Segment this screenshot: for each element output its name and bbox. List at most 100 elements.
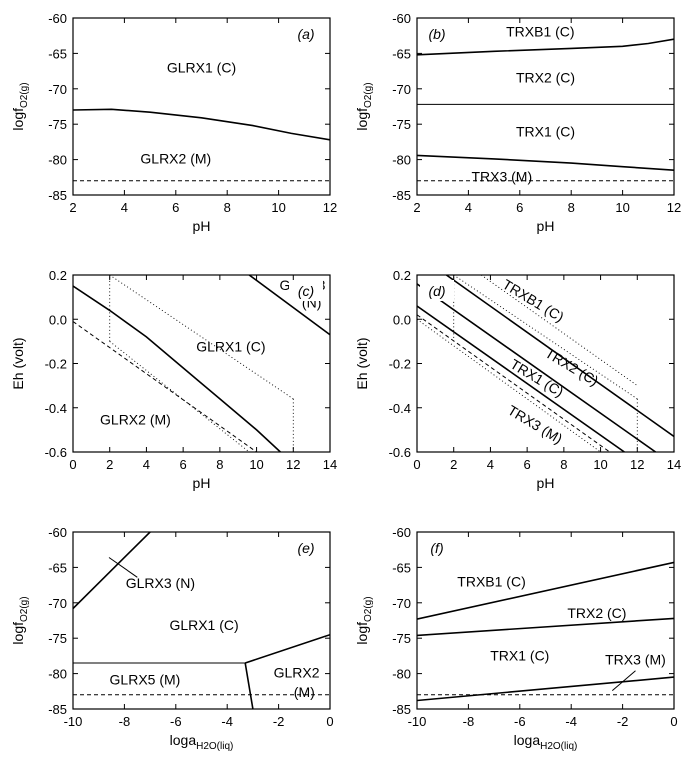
series-group [417, 275, 674, 452]
y-tick-label: -60 [392, 525, 411, 540]
boundary-line-1 [417, 561, 674, 620]
x-axis-title: pH [537, 218, 555, 234]
y-tick-label: -0.4 [389, 401, 411, 416]
y-tick-label: -60 [48, 11, 67, 26]
boundary-line-3 [417, 305, 625, 452]
y-axis-title-text: Eh (volt) [354, 337, 370, 389]
boundary-line-8 [417, 318, 601, 452]
panel-tag-background [420, 537, 454, 558]
y-tick-label: -80 [392, 667, 411, 682]
x-axis-title: pH [193, 218, 211, 234]
y-tick-label: -0.2 [45, 357, 67, 372]
boundary-line-4 [417, 314, 611, 452]
chart-panel-2: 2 4 6 8 10 12 -85 -80 -75 -70 -65 -60 pH logfO2(g) TRX… [354, 11, 681, 234]
x-tick-label: -4 [221, 714, 233, 729]
y-axis-title-sub: O2(g) [363, 596, 374, 622]
panel-tag: (e) [297, 540, 314, 556]
panel-tag: (d) [428, 283, 445, 299]
x-axis-title: pH [537, 475, 555, 491]
x-axis-title-sub: H2O(liq) [196, 741, 233, 752]
x-tick-label: 10 [271, 200, 285, 215]
region-label: GLRX1 (C) [196, 339, 265, 355]
region-label: GLRX2 [274, 664, 320, 680]
region-label: GLRX3 (N) [126, 575, 195, 591]
y-tick-label: -85 [48, 188, 67, 203]
region-label: TRXB1 (C) [457, 574, 525, 590]
x-axis-title-sub: H2O(liq) [540, 741, 577, 752]
region-label: GLRX2 (M) [100, 412, 171, 428]
y-tick-label: -0.6 [45, 445, 67, 460]
y-tick-label: -85 [392, 188, 411, 203]
region-label: TRXB1 (C) [506, 24, 574, 40]
x-tick-label: 4 [487, 457, 494, 472]
chart-panel-1: 2 4 6 8 10 12 -85 -80 -75 -70 -65 -60 pH logfO2(g) GLR… [10, 11, 337, 234]
y-tick-label: 0.2 [49, 268, 67, 283]
x-tick-label: 6 [172, 200, 179, 215]
series-group [417, 561, 674, 702]
boundary-line-9 [481, 275, 638, 386]
x-tick-label: 0 [69, 457, 76, 472]
series-group [73, 532, 330, 709]
y-tick-label: -75 [392, 631, 411, 646]
boundary-line-1 [73, 532, 151, 610]
boundary-line-5 [244, 662, 254, 709]
plot-frame [416, 531, 675, 710]
plot-frame [416, 17, 675, 196]
x-tick-label: 0 [326, 714, 333, 729]
series-group [73, 275, 330, 452]
y-axis-title: Eh (volt) [354, 337, 370, 389]
x-tick-label: 6 [180, 457, 187, 472]
region-label: (M) [294, 684, 315, 700]
x-tick-label: -8 [463, 714, 475, 729]
y-tick-label: -65 [48, 46, 67, 61]
y-axis-title: logfO2(g) [10, 82, 30, 130]
y-tick-label: 0.2 [393, 268, 411, 283]
x-tick-label: -4 [565, 714, 577, 729]
panel-tag-background [420, 23, 454, 44]
y-axis-title-text: Eh (volt) [10, 337, 26, 389]
y-tick-label: -65 [392, 46, 411, 61]
series-group [73, 108, 330, 182]
x-axis-title-text: pH [193, 475, 211, 491]
x-tick-label: 8 [216, 457, 223, 472]
x-tick-label: 12 [667, 200, 681, 215]
x-tick-label: 8 [568, 200, 575, 215]
region-label: TRX2 (C) [516, 70, 575, 86]
y-tick-label: -80 [48, 153, 67, 168]
region-label: GLRX1 (C) [169, 617, 238, 633]
region-label: TRX3 (M) [605, 652, 666, 668]
x-tick-label: -10 [408, 714, 427, 729]
panel-tag-background [420, 280, 454, 301]
x-axis-title-text: pH [537, 218, 555, 234]
x-tick-label: -6 [170, 714, 182, 729]
x-axis-title-main: loga [170, 732, 197, 748]
x-axis-title-text: pH [193, 218, 211, 234]
x-tick-label: 2 [413, 200, 420, 215]
plot-frame [72, 531, 331, 710]
x-axis-title: logaH2O(liq) [514, 732, 578, 752]
y-tick-label: -75 [48, 631, 67, 646]
x-tick-label: 0 [413, 457, 420, 472]
y-tick-label: -65 [48, 560, 67, 575]
y-tick-label: -70 [48, 82, 67, 97]
x-tick-label: -2 [617, 714, 629, 729]
boundary-line-2 [417, 617, 674, 637]
y-tick-label: -0.4 [45, 401, 67, 416]
boundary-line-2 [248, 275, 330, 336]
region-label: TRX1 (C) [490, 647, 549, 663]
x-tick-label: 0 [670, 714, 677, 729]
series-group [417, 38, 674, 182]
boundary-line-1 [417, 38, 674, 56]
x-tick-label: 4 [143, 457, 150, 472]
x-tick-label: 12 [286, 457, 300, 472]
x-tick-label: 6 [524, 457, 531, 472]
y-tick-label: -80 [48, 667, 67, 682]
region-label: GLRX1 (C) [167, 60, 236, 76]
x-axis-title-main: loga [514, 732, 541, 748]
region-label: TRX1 (C) [516, 123, 575, 139]
x-axis-title: pH [193, 475, 211, 491]
x-tick-label: 12 [323, 200, 337, 215]
y-axis-title-sub: O2(g) [19, 82, 30, 108]
y-axis-title: logfO2(g) [354, 82, 374, 130]
